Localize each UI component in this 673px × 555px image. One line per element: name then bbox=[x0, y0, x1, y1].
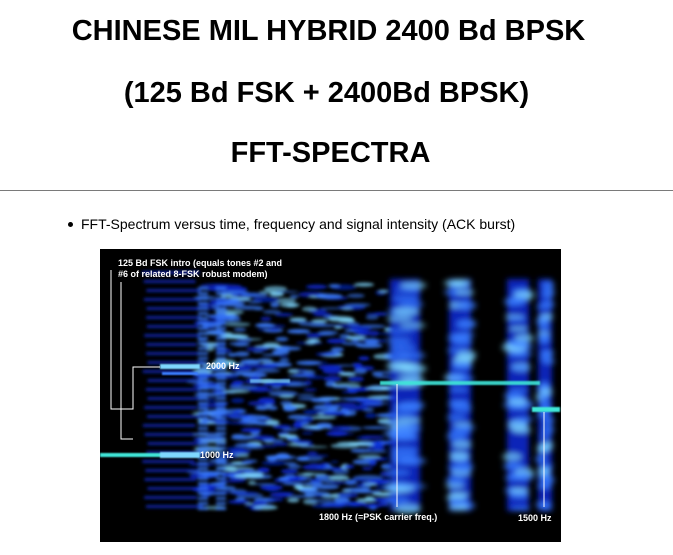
slide-title-line-1: CHINESE MIL HYBRID 2400 Bd BPSK bbox=[71, 15, 586, 47]
spectrogram-image bbox=[100, 270, 560, 514]
slide-title-line-2: (125 Bd FSK + 2400Bd BPSK) bbox=[123, 77, 530, 109]
bullet-item: FFT-Spectrum versus time, frequency and … bbox=[68, 215, 515, 233]
divider-line bbox=[0, 190, 673, 191]
fsk-intro-bracket-upper bbox=[110, 270, 160, 410]
fsk-intro-label-line-1: 125 Bd FSK intro (equals tones #2 and bbox=[118, 258, 283, 268]
slide-title-line-3: FFT-SPECTRA bbox=[230, 137, 431, 169]
hz-2000-label: 2000 Hz bbox=[206, 361, 240, 371]
bullet-text: FFT-Spectrum versus time, frequency and … bbox=[81, 216, 516, 232]
psk-carrier-label: 1800 Hz (=PSK carrier freq.) bbox=[319, 512, 438, 522]
fsk-intro-label-line-2: #6 of related 8-FSK robust modem) bbox=[118, 269, 268, 279]
fsk-intro-bracket-lower bbox=[120, 282, 133, 440]
fft-spectrogram: 125 Bd FSK intro (equals tones #2 and #6… bbox=[100, 249, 561, 542]
hz-1500-label: 1500 Hz bbox=[518, 513, 552, 523]
bullet-dot-icon bbox=[68, 221, 73, 227]
hz-1000-label: 1000 Hz bbox=[200, 450, 234, 460]
